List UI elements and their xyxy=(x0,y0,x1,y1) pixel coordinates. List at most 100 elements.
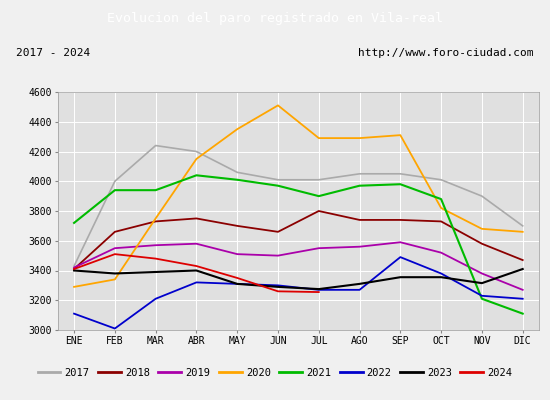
Text: 2017 - 2024: 2017 - 2024 xyxy=(16,48,91,58)
2019 xyxy=(478,271,485,276)
2018 xyxy=(274,230,281,234)
2023 xyxy=(71,268,78,273)
2021 xyxy=(274,183,281,188)
2019 xyxy=(316,246,322,250)
2018 xyxy=(152,219,159,224)
2020 xyxy=(152,216,159,221)
2023 xyxy=(397,275,404,280)
2017 xyxy=(234,170,240,175)
2023 xyxy=(112,271,118,276)
2024 xyxy=(316,290,322,294)
2019 xyxy=(397,240,404,245)
2022 xyxy=(478,293,485,298)
2023 xyxy=(438,275,444,280)
2018 xyxy=(316,209,322,214)
2021 xyxy=(193,173,200,178)
Text: Evolucion del paro registrado en Vila-real: Evolucion del paro registrado en Vila-re… xyxy=(107,12,443,25)
Line: 2020: 2020 xyxy=(74,105,522,287)
2023 xyxy=(356,282,363,286)
2024 xyxy=(152,256,159,261)
2019 xyxy=(438,250,444,255)
2018 xyxy=(397,218,404,222)
2021 xyxy=(397,182,404,187)
2024 xyxy=(112,252,118,256)
2023 xyxy=(316,287,322,292)
2018 xyxy=(112,230,118,234)
2018 xyxy=(193,216,200,221)
2022 xyxy=(519,296,526,301)
2019 xyxy=(356,244,363,249)
2021 xyxy=(71,220,78,225)
2022 xyxy=(316,288,322,292)
2017 xyxy=(519,224,526,228)
2018 xyxy=(71,267,78,272)
2017 xyxy=(71,264,78,268)
Line: 2024: 2024 xyxy=(74,254,319,292)
2021 xyxy=(356,183,363,188)
2019 xyxy=(71,265,78,270)
2021 xyxy=(438,197,444,202)
Line: 2019: 2019 xyxy=(74,242,522,290)
2018 xyxy=(478,241,485,246)
2019 xyxy=(193,241,200,246)
2020 xyxy=(234,127,240,132)
2017 xyxy=(316,177,322,182)
2022 xyxy=(397,255,404,260)
Line: 2017: 2017 xyxy=(74,146,522,266)
2020 xyxy=(71,284,78,289)
Line: 2023: 2023 xyxy=(74,269,522,289)
2017 xyxy=(274,177,281,182)
2018 xyxy=(438,219,444,224)
2024 xyxy=(71,267,78,272)
Line: 2022: 2022 xyxy=(74,257,522,328)
2019 xyxy=(519,288,526,292)
2022 xyxy=(193,280,200,285)
2024 xyxy=(274,289,281,294)
2017 xyxy=(397,172,404,176)
2023 xyxy=(193,268,200,273)
2023 xyxy=(519,267,526,272)
2019 xyxy=(274,253,281,258)
2020 xyxy=(397,133,404,138)
2019 xyxy=(234,252,240,256)
2021 xyxy=(478,296,485,301)
Legend: 2017, 2018, 2019, 2020, 2021, 2022, 2023, 2024: 2017, 2018, 2019, 2020, 2021, 2022, 2023… xyxy=(34,364,516,382)
2022 xyxy=(274,283,281,288)
2020 xyxy=(519,230,526,234)
2020 xyxy=(478,226,485,231)
2023 xyxy=(234,282,240,286)
2017 xyxy=(478,194,485,198)
2018 xyxy=(519,258,526,262)
2020 xyxy=(438,206,444,210)
2021 xyxy=(152,188,159,192)
2017 xyxy=(438,177,444,182)
2023 xyxy=(274,284,281,289)
2021 xyxy=(112,188,118,192)
Line: 2018: 2018 xyxy=(74,211,522,269)
2022 xyxy=(438,271,444,276)
2019 xyxy=(152,243,159,248)
2021 xyxy=(234,177,240,182)
2021 xyxy=(519,311,526,316)
2020 xyxy=(316,136,322,140)
2022 xyxy=(71,311,78,316)
2017 xyxy=(112,179,118,184)
Text: http://www.foro-ciudad.com: http://www.foro-ciudad.com xyxy=(358,48,534,58)
2024 xyxy=(234,276,240,280)
2022 xyxy=(112,326,118,331)
2024 xyxy=(193,264,200,268)
2023 xyxy=(152,270,159,274)
Line: 2021: 2021 xyxy=(74,175,522,314)
2023 xyxy=(478,281,485,286)
2020 xyxy=(356,136,363,140)
2022 xyxy=(356,288,363,292)
2018 xyxy=(234,224,240,228)
2017 xyxy=(193,149,200,154)
2017 xyxy=(152,143,159,148)
2021 xyxy=(316,194,322,198)
2022 xyxy=(152,296,159,301)
2022 xyxy=(234,282,240,286)
2020 xyxy=(274,103,281,108)
2017 xyxy=(356,172,363,176)
2020 xyxy=(193,156,200,161)
